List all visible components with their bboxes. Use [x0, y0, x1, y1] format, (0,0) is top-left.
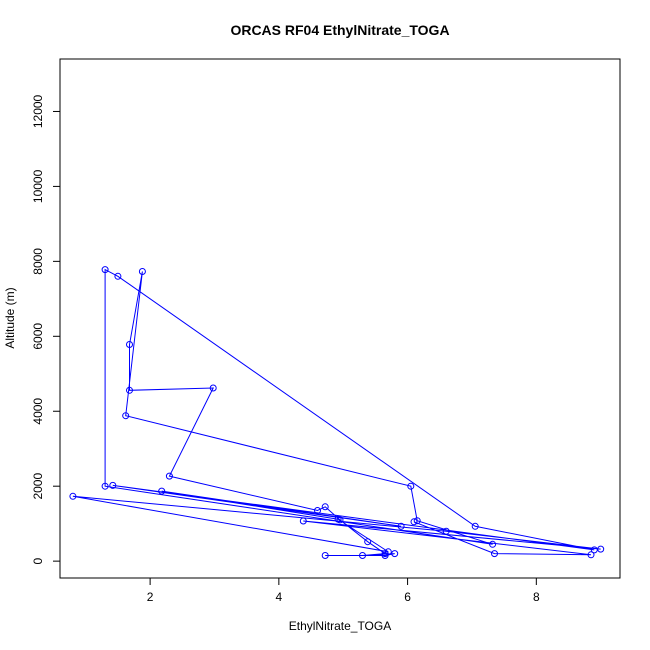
data-point [489, 540, 497, 548]
data-point [384, 548, 392, 556]
y-tick-label: 12000 [31, 94, 45, 128]
data-point [314, 507, 321, 514]
data-point [471, 522, 479, 530]
data-point [597, 545, 605, 553]
data-point [491, 550, 498, 558]
data-point [397, 522, 405, 530]
data-point [359, 552, 366, 559]
data-point [109, 481, 117, 489]
x-tick-label: 4 [276, 590, 283, 604]
y-tick-label: 0 [31, 557, 45, 564]
data-point [410, 518, 418, 526]
data-point [587, 551, 595, 559]
x-tick-label: 6 [404, 590, 411, 604]
y-tick-label: 6000 [31, 323, 45, 350]
data-point [321, 552, 329, 559]
data-point [391, 550, 399, 558]
y-tick-label: 2000 [31, 473, 45, 500]
x-axis: 2 4 6 8 [147, 578, 540, 604]
y-tick-label: 10000 [31, 169, 45, 203]
data-point [299, 517, 307, 525]
series-line [72, 268, 601, 556]
data-point [158, 487, 166, 495]
data-point [69, 492, 77, 500]
x-tick-label: 8 [533, 590, 540, 604]
data-point [101, 482, 109, 490]
plot-frame [59, 58, 621, 579]
data-point [122, 412, 130, 420]
data-point [407, 482, 415, 490]
data-point [101, 266, 109, 274]
data-point [114, 272, 122, 280]
x-axis-label: EthylNitrate_TOGA [289, 619, 391, 633]
y-axis-label: Altitude (m) [3, 287, 17, 348]
data-point [413, 517, 421, 525]
data-point [364, 538, 372, 546]
data-point [334, 515, 342, 523]
data-point [165, 472, 173, 480]
data-point [138, 268, 146, 275]
data-point [321, 503, 329, 511]
series-layer [69, 266, 605, 559]
data-point [126, 386, 133, 394]
y-tick-label: 8000 [31, 248, 45, 275]
x-tick-label: 2 [147, 590, 154, 604]
data-point [126, 341, 133, 348]
chart-title: ORCAS RF04 EthylNitrate_TOGA [230, 22, 449, 38]
data-point [442, 527, 450, 535]
data-point [209, 384, 217, 392]
y-axis: 0 2000 4000 6000 8000 10000 12000 [31, 94, 60, 564]
y-tick-label: 4000 [31, 398, 45, 425]
